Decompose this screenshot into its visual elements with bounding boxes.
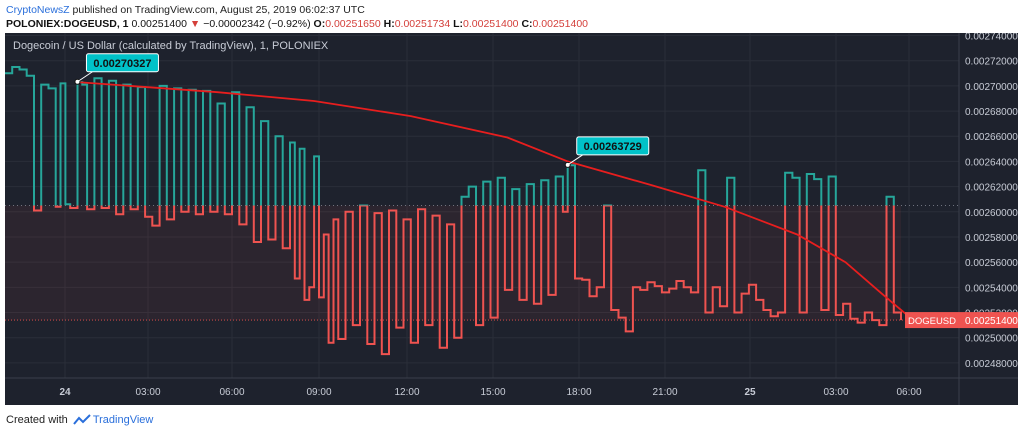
y-tick-label: 0.00270000 (965, 82, 1018, 93)
price-callouts: 0.00270327 0.00263729 (74, 53, 650, 168)
y-tick-label: 0.00258000 (965, 233, 1018, 244)
trend-curve (77, 81, 914, 321)
symbol-tag-box (905, 312, 959, 329)
price-callout: 0.00270327 (74, 53, 159, 85)
high-value: 0.00251734 (394, 18, 451, 30)
price-series-down (33, 205, 902, 356)
x-tick-label: 12:00 (394, 387, 419, 398)
open-label: O: (313, 18, 326, 30)
publish-text: published on TradingView.com, August 25,… (69, 4, 365, 16)
y-tick-label: 0.00264000 (965, 157, 1018, 168)
tradingview-logo-icon (73, 414, 91, 425)
callout-box (576, 136, 650, 156)
change-arrow-icon: ▼ (189, 18, 201, 30)
symbol-tag-label: DOGEUSD (908, 316, 956, 327)
change-value: −0.00002342 (−0.92%) (203, 18, 311, 30)
last-price: 0.00251400 (131, 18, 187, 30)
x-tick-label: 09:00 (306, 387, 331, 398)
callout-pointer (77, 71, 93, 83)
y-tick-label: 0.00272000 (965, 57, 1018, 68)
publish-info: CryptoNewsZ published on TradingView.com… (6, 4, 365, 16)
callout-label: 0.00270327 (93, 58, 151, 70)
callout-pointer (567, 154, 584, 166)
callout-label: 0.00263729 (584, 141, 642, 153)
x-tick-label: 15:00 (480, 387, 505, 398)
created-with-text: Created with (6, 414, 68, 426)
x-tick-label: 03:00 (135, 387, 160, 398)
low-value: 0.00251400 (463, 18, 519, 30)
y-tick-label: 0.00256000 (965, 258, 1018, 269)
y-tick-label: 0.00260000 (965, 208, 1018, 219)
x-tick-label: 25 (744, 387, 756, 398)
author-link[interactable]: CryptoNewsZ (6, 4, 70, 16)
x-tick-label: 18:00 (566, 387, 591, 398)
last-price-tag: DOGEUSD 0.00251400 (905, 312, 1018, 329)
x-tick-label: 24 (59, 387, 71, 398)
symbol-label: POLONIEX:DOGEUSD, 1 (6, 18, 129, 30)
close-value: 0.00251400 (532, 18, 589, 30)
y-tick-label: 0.00250000 (965, 334, 1018, 345)
y-tick-label: 0.00262000 (965, 183, 1018, 194)
ohlc-bar: POLONIEX:DOGEUSD, 1 0.00251400 ▼ −0.0000… (6, 18, 588, 30)
tradingview-link[interactable]: TradingView (92, 414, 154, 426)
footer: Created with TradingView (6, 414, 153, 426)
last-price-tag-label: 0.00251400 (965, 316, 1018, 327)
high-label: H: (383, 18, 395, 30)
callout-box (85, 53, 159, 73)
chart-panel: 0.00270327 0.00263729 0.00274000 0.0027200… (5, 32, 1018, 405)
x-axis: 24 03:00 06:00 09:00 12:00 15:00 18:00 21:00 25 0… (5, 377, 1018, 398)
chart-title: Dogecoin / US Dollar (calculated by Trad… (13, 40, 329, 52)
close-label: C: (521, 18, 533, 30)
y-tick-label: 0.00248000 (965, 359, 1018, 370)
price-callout: 0.00263729 (564, 136, 650, 168)
x-tick-label: 06:00 (896, 387, 921, 398)
y-tick-label: 0.00274000 (965, 33, 1018, 43)
last-price-tag-box (959, 312, 1018, 329)
y-tick-label: 0.00266000 (965, 132, 1018, 143)
low-label: L: (453, 18, 464, 30)
x-tick-label: 06:00 (219, 387, 244, 398)
price-chart[interactable]: 0.00270327 0.00263729 0.00274000 0.0027200… (5, 32, 1018, 405)
y-tick-label: 0.00254000 (965, 283, 1018, 294)
open-value: 0.00251650 (325, 18, 381, 30)
y-tick-label: 0.00268000 (965, 107, 1018, 118)
x-tick-label: 03:00 (823, 387, 848, 398)
x-tick-label: 21:00 (652, 387, 677, 398)
